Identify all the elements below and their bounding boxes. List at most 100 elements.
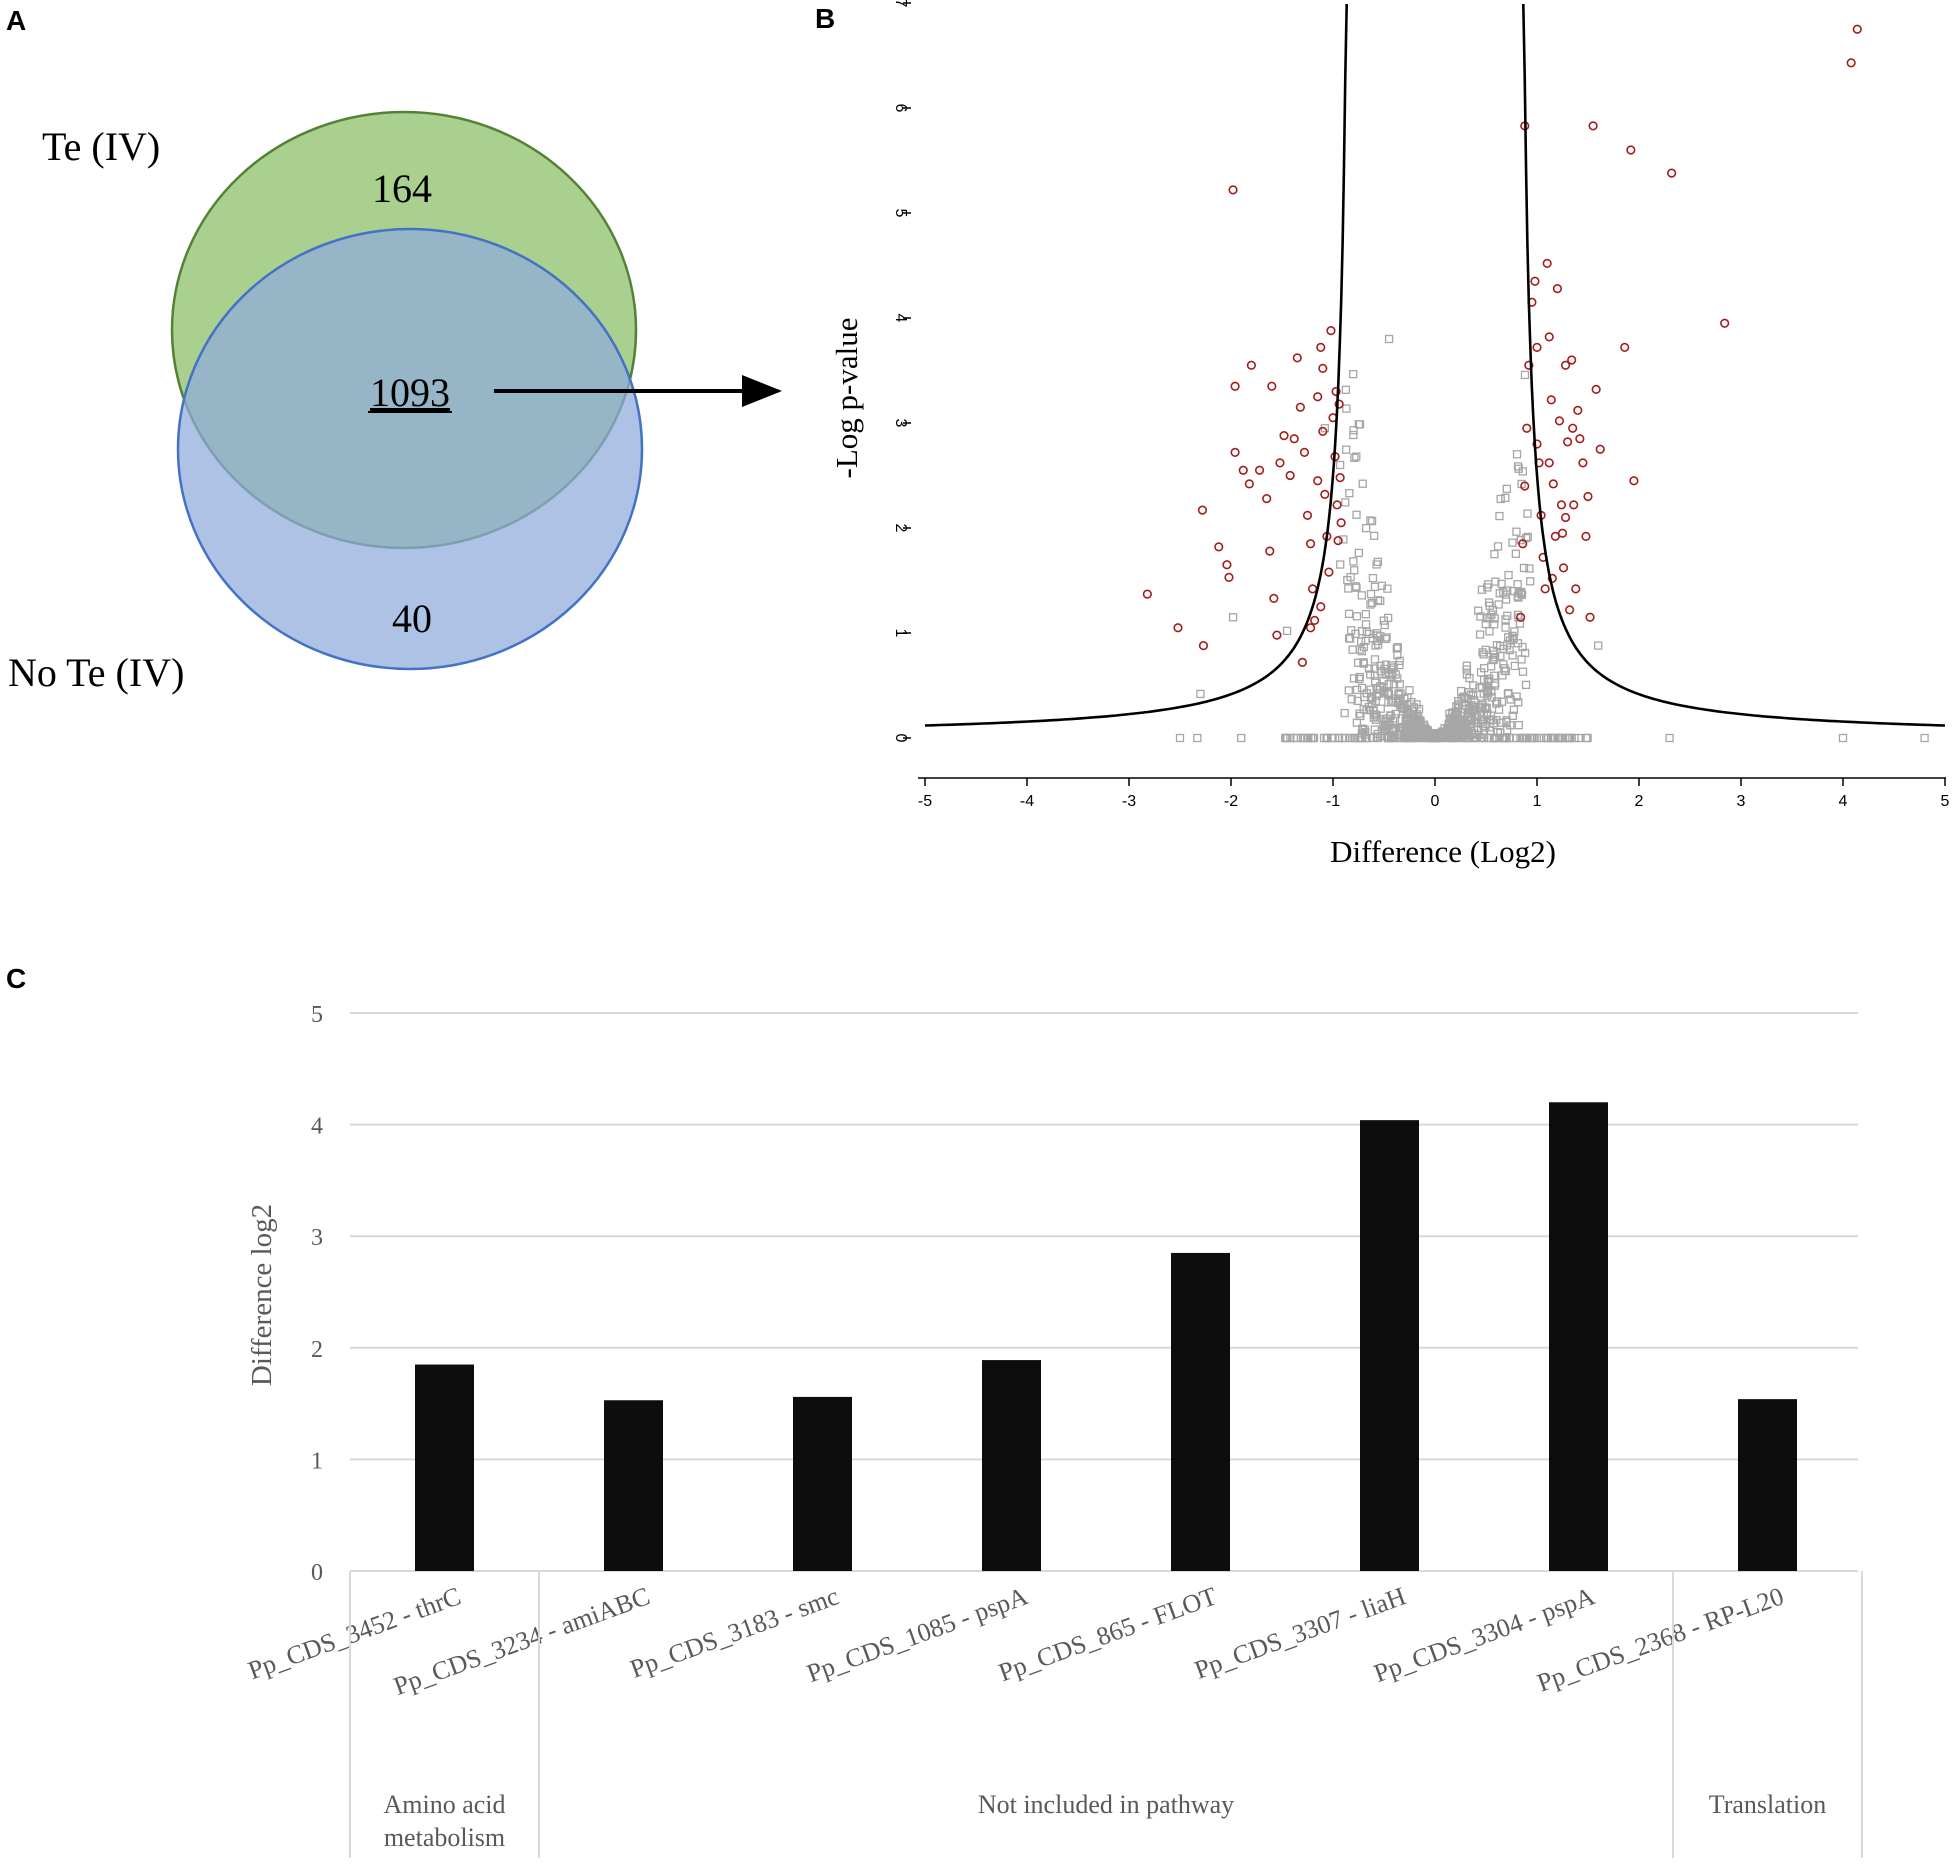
significant-point bbox=[1332, 500, 1342, 510]
nonsignificant-point bbox=[1354, 420, 1364, 429]
significant-point bbox=[1289, 434, 1299, 444]
nonsignificant-point bbox=[1512, 527, 1521, 536]
venn-count-overlap: 1093 bbox=[370, 370, 450, 415]
nonsignificant-point bbox=[1403, 707, 1413, 716]
nonsignificant-point bbox=[1366, 516, 1375, 525]
significant-point bbox=[1556, 500, 1567, 510]
significant-point bbox=[1720, 318, 1730, 328]
significant-point bbox=[1295, 402, 1305, 412]
significant-point bbox=[1292, 353, 1302, 363]
significant-point bbox=[1299, 447, 1310, 458]
nonsignificant-point bbox=[1503, 586, 1512, 595]
nonsignificant-point bbox=[1372, 636, 1382, 646]
bar-group-label: metabolism bbox=[384, 1823, 505, 1852]
nonsignificant-point bbox=[1472, 733, 1481, 743]
nonsignificant-point bbox=[1480, 703, 1490, 712]
nonsignificant-point bbox=[1292, 733, 1301, 743]
volcano-y-tick-label: 7 bbox=[892, 0, 909, 8]
nonsignificant-point bbox=[1228, 613, 1238, 622]
nonsignificant-point bbox=[1371, 711, 1381, 720]
nonsignificant-point bbox=[1368, 695, 1377, 704]
nonsignificant-point bbox=[1335, 460, 1345, 470]
nonsignificant-point bbox=[1373, 557, 1383, 566]
nonsignificant-point bbox=[1525, 564, 1534, 573]
bar-y-tick-label: 2 bbox=[311, 1337, 323, 1363]
nonsignificant-point bbox=[1513, 580, 1522, 589]
nonsignificant-point bbox=[1354, 658, 1363, 667]
nonsignificant-point bbox=[1350, 566, 1359, 575]
nonsignificant-point bbox=[1361, 610, 1370, 619]
nonsignificant-point bbox=[1366, 589, 1376, 599]
nonsignificant-point bbox=[1359, 705, 1368, 714]
nonsignificant-point bbox=[1370, 671, 1379, 680]
nonsignificant-point bbox=[1462, 733, 1471, 743]
nonsignificant-point bbox=[1477, 585, 1487, 594]
nonsignificant-point bbox=[1508, 651, 1517, 660]
nonsignificant-point bbox=[1468, 706, 1477, 715]
nonsignificant-point bbox=[1481, 645, 1490, 655]
nonsignificant-point bbox=[1448, 709, 1457, 718]
venn-diagram: Te (IV) No Te (IV) 164 1093 40 bbox=[8, 110, 782, 695]
nonsignificant-point bbox=[1518, 667, 1528, 676]
nonsignificant-point bbox=[1449, 719, 1458, 728]
significant-point bbox=[1542, 258, 1552, 269]
nonsignificant-point bbox=[1342, 404, 1351, 413]
nonsignificant-point bbox=[1336, 560, 1345, 569]
venn-count-te-only: 164 bbox=[372, 166, 432, 211]
nonsignificant-point bbox=[1370, 582, 1380, 591]
bar-y-tick-label: 0 bbox=[311, 1560, 323, 1586]
significant-point bbox=[1305, 623, 1316, 633]
nonsignificant-point bbox=[1414, 704, 1424, 714]
significant-point bbox=[1224, 572, 1234, 582]
nonsignificant-point bbox=[1504, 570, 1513, 580]
nonsignificant-point bbox=[1370, 531, 1379, 540]
significant-point bbox=[1567, 355, 1577, 365]
nonsignificant-point bbox=[1461, 701, 1470, 710]
nonsignificant-point bbox=[1484, 580, 1493, 589]
nonsignificant-point bbox=[1394, 689, 1403, 698]
bar-group-label: Amino acid bbox=[383, 1790, 505, 1819]
volcano-x-tick-label: 0 bbox=[1431, 793, 1440, 810]
nonsignificant-point bbox=[1501, 623, 1510, 632]
nonsignificant-point bbox=[1489, 646, 1498, 656]
nonsignificant-point bbox=[1383, 613, 1393, 623]
significant-point bbox=[1307, 584, 1318, 594]
nonsignificant-point bbox=[1485, 627, 1494, 636]
nonsignificant-point bbox=[1355, 709, 1364, 718]
significant-point bbox=[1560, 360, 1571, 370]
nonsignificant-point bbox=[1520, 648, 1530, 658]
significant-point bbox=[1244, 479, 1254, 489]
significant-point bbox=[1214, 542, 1224, 552]
nonsignificant-point bbox=[1594, 641, 1603, 650]
nonsignificant-point bbox=[1488, 655, 1497, 665]
nonsignificant-point bbox=[1554, 733, 1563, 743]
nonsignificant-point bbox=[1512, 450, 1522, 459]
nonsignificant-point bbox=[1541, 733, 1551, 743]
nonsignificant-point bbox=[1475, 630, 1485, 639]
nonsignificant-point bbox=[1476, 703, 1485, 712]
volcano-x-tick-label: 2 bbox=[1635, 793, 1644, 810]
nonsignificant-point bbox=[1490, 614, 1499, 623]
nonsignificant-point bbox=[1282, 626, 1292, 636]
nonsignificant-point bbox=[1496, 651, 1505, 661]
nonsignificant-point bbox=[1493, 697, 1502, 706]
significant-point bbox=[1318, 426, 1328, 437]
nonsignificant-point bbox=[1485, 723, 1494, 732]
significance-curves bbox=[924, 3, 1946, 727]
nonsignificant-point bbox=[1502, 484, 1511, 494]
significant-point bbox=[1228, 185, 1238, 195]
significant-points bbox=[1142, 24, 1862, 668]
nonsignificant-point bbox=[1503, 689, 1513, 699]
nonsignificant-point bbox=[1349, 557, 1358, 566]
significant-point bbox=[1546, 395, 1556, 405]
nonsignificant-point bbox=[1389, 680, 1399, 689]
nonsignificant-point bbox=[1358, 724, 1367, 733]
nonsignificant-point bbox=[1392, 733, 1401, 743]
nonsignificant-point bbox=[1508, 586, 1518, 596]
nonsignificant-point bbox=[1414, 733, 1424, 743]
nonsignificant-point bbox=[1454, 697, 1463, 706]
significant-point bbox=[1852, 24, 1862, 34]
nonsignificant-point bbox=[1369, 705, 1378, 715]
nonsignificant-point bbox=[1344, 686, 1353, 695]
